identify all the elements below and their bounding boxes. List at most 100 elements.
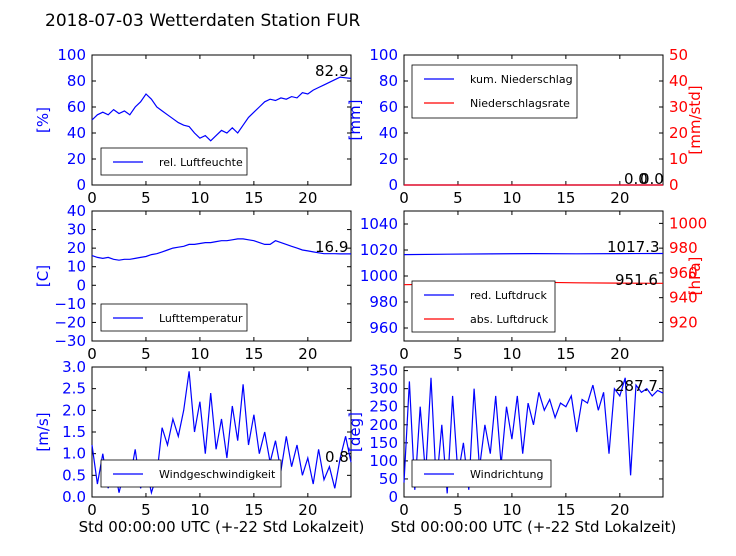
wind-direction-xtick-label: 5 (453, 501, 463, 519)
temperature-xtick-label: 15 (244, 345, 263, 363)
precip-y2tick-label: 0 (669, 176, 679, 194)
precip-value-annotation: 0.0 (640, 170, 664, 188)
temperature-ytick-label: −20 (54, 313, 86, 331)
pressure-y2tick-label: 920 (669, 313, 698, 331)
humidity-xtick-label: 15 (244, 189, 263, 207)
wind-speed-xtick-label: 10 (190, 501, 209, 519)
temperature-ytick-label: 20 (67, 239, 86, 257)
humidity-xtick-label: 20 (298, 189, 317, 207)
wind-direction-xtick-label: 10 (502, 501, 521, 519)
precip-y2axis-label: [mm/std] (686, 85, 704, 154)
wind-direction-xaxis-label: Std 00:00:00 UTC (+-22 Std Lokalzeit) (391, 518, 677, 536)
precip-legend-label: Niederschlagsrate (470, 97, 570, 110)
precip-ytick-label: 40 (379, 124, 398, 142)
wind-direction-ytick-label: 350 (369, 362, 398, 380)
pressure-legend-label: red. Luftdruck (470, 289, 547, 302)
precip-legend-box (411, 64, 578, 119)
wind-speed-xtick-label: 0 (87, 501, 97, 519)
temperature-yaxis-label: [C] (34, 265, 52, 287)
pressure-xtick-label: 10 (502, 345, 521, 363)
figure-title: 2018-07-03 Wetterdaten Station FUR (45, 11, 361, 31)
temperature-value-annotation: 16.9 (315, 238, 348, 256)
pressure-y2axis-label: [hPa] (686, 257, 704, 296)
wind-speed-xtick-label: 20 (298, 501, 317, 519)
wind-direction-yaxis-label: [deg] (346, 412, 364, 452)
temperature-ytick-label: −30 (54, 332, 86, 350)
pressure-series-0-line (403, 252, 664, 256)
humidity-series-0-line (91, 76, 352, 142)
temperature-ytick-label: −10 (54, 295, 86, 313)
precip-xtick-label: 10 (502, 189, 521, 207)
pressure-value-annotation: 1017.3 (607, 238, 660, 256)
wind-speed-ytick-label: 1.0 (62, 445, 86, 463)
temperature-ytick-label: 40 (67, 202, 86, 220)
humidity-ytick-label: 80 (67, 72, 86, 90)
temperature-ytick-label: 30 (67, 221, 86, 239)
precip-ytick-label: 100 (369, 46, 398, 64)
wind-direction-legend-label: Windrichtung (470, 468, 543, 481)
wind-direction-ytick-label: 50 (379, 470, 398, 488)
temperature-xtick-label: 20 (298, 345, 317, 363)
precip-xtick-label: 0 (399, 189, 409, 207)
wind-speed-value-annotation: 0.8 (325, 448, 349, 466)
wind-direction-xtick-label: 15 (556, 501, 575, 519)
wind-speed-xtick-label: 5 (141, 501, 151, 519)
pressure-xtick-label: 15 (556, 345, 575, 363)
pressure-y2tick-label: 940 (669, 289, 698, 307)
humidity-yaxis-label: [%] (34, 107, 52, 133)
pressure-ytick-label: 980 (369, 293, 398, 311)
wind-direction-series-0-line (403, 377, 664, 494)
precip-xtick-label: 15 (556, 189, 575, 207)
precip-yaxis-label: [mm] (346, 100, 364, 141)
wind-direction-ytick-label: 200 (369, 416, 398, 434)
precip-y2tick-label: 50 (669, 46, 688, 64)
wind-direction-ytick-label: 300 (369, 380, 398, 398)
pressure-legend-box (411, 280, 556, 333)
pressure-value-annotation: 951.6 (615, 271, 658, 289)
precip-legend-label: kum. Niederschlag (470, 73, 573, 86)
pressure-ytick-label: 1020 (360, 241, 398, 259)
pressure-ytick-label: 1040 (360, 215, 398, 233)
wind-direction-ytick-label: 250 (369, 398, 398, 416)
humidity-legend-box (100, 147, 248, 176)
precip-value-annotation: 0.0 (624, 170, 648, 188)
precip-y2tick-label: 20 (669, 124, 688, 142)
wind-speed-ytick-label: 3.0 (62, 358, 86, 376)
wind-speed-ytick-label: 0.5 (62, 466, 86, 484)
pressure-xtick-label: 5 (453, 345, 463, 363)
temperature-series-0-line (91, 238, 351, 261)
wind-speed-yaxis-label: [m/s] (34, 412, 52, 451)
humidity-value-annotation: 82.9 (315, 62, 348, 80)
humidity-legend-label: rel. Luftfeuchte (159, 156, 243, 169)
temperature-ytick-label: 10 (67, 258, 86, 276)
precip-ytick-label: 0 (388, 176, 398, 194)
pressure-ytick-label: 960 (369, 319, 398, 337)
temperature-ytick-label: 0 (76, 276, 86, 294)
humidity-ytick-label: 60 (67, 98, 86, 116)
wind-speed-xaxis-label: Std 00:00:00 UTC (+-22 Std Lokalzeit) (79, 518, 365, 536)
humidity-ytick-label: 0 (76, 176, 86, 194)
temperature-xtick-label: 0 (87, 345, 97, 363)
pressure-y2tick-label: 960 (669, 264, 698, 282)
precip-y2tick-label: 30 (669, 98, 688, 116)
pressure-xtick-label: 20 (610, 345, 629, 363)
pressure-ytick-label: 1000 (360, 267, 398, 285)
pressure-xtick-label: 0 (399, 345, 409, 363)
wind-speed-ytick-label: 1.5 (62, 423, 86, 441)
temperature-xtick-label: 5 (141, 345, 151, 363)
wind-direction-ytick-label: 0 (388, 488, 398, 506)
precip-y2tick-label: 40 (669, 72, 688, 90)
temperature-xtick-label: 10 (190, 345, 209, 363)
wind-direction-xtick-label: 0 (399, 501, 409, 519)
humidity-ytick-label: 40 (67, 124, 86, 142)
wind-direction-ytick-label: 150 (369, 434, 398, 452)
pressure-y2tick-label: 1000 (669, 214, 707, 232)
wind-direction-value-annotation: 287.7 (615, 377, 658, 395)
wind-speed-legend-label: Windgeschwindigkeit (159, 468, 276, 481)
wind-speed-xtick-label: 15 (244, 501, 263, 519)
humidity-ytick-label: 20 (67, 150, 86, 168)
wind-direction-ytick-label: 100 (369, 452, 398, 470)
temperature-legend-label: Lufttemperatur (159, 312, 243, 325)
precip-xtick-label: 5 (453, 189, 463, 207)
